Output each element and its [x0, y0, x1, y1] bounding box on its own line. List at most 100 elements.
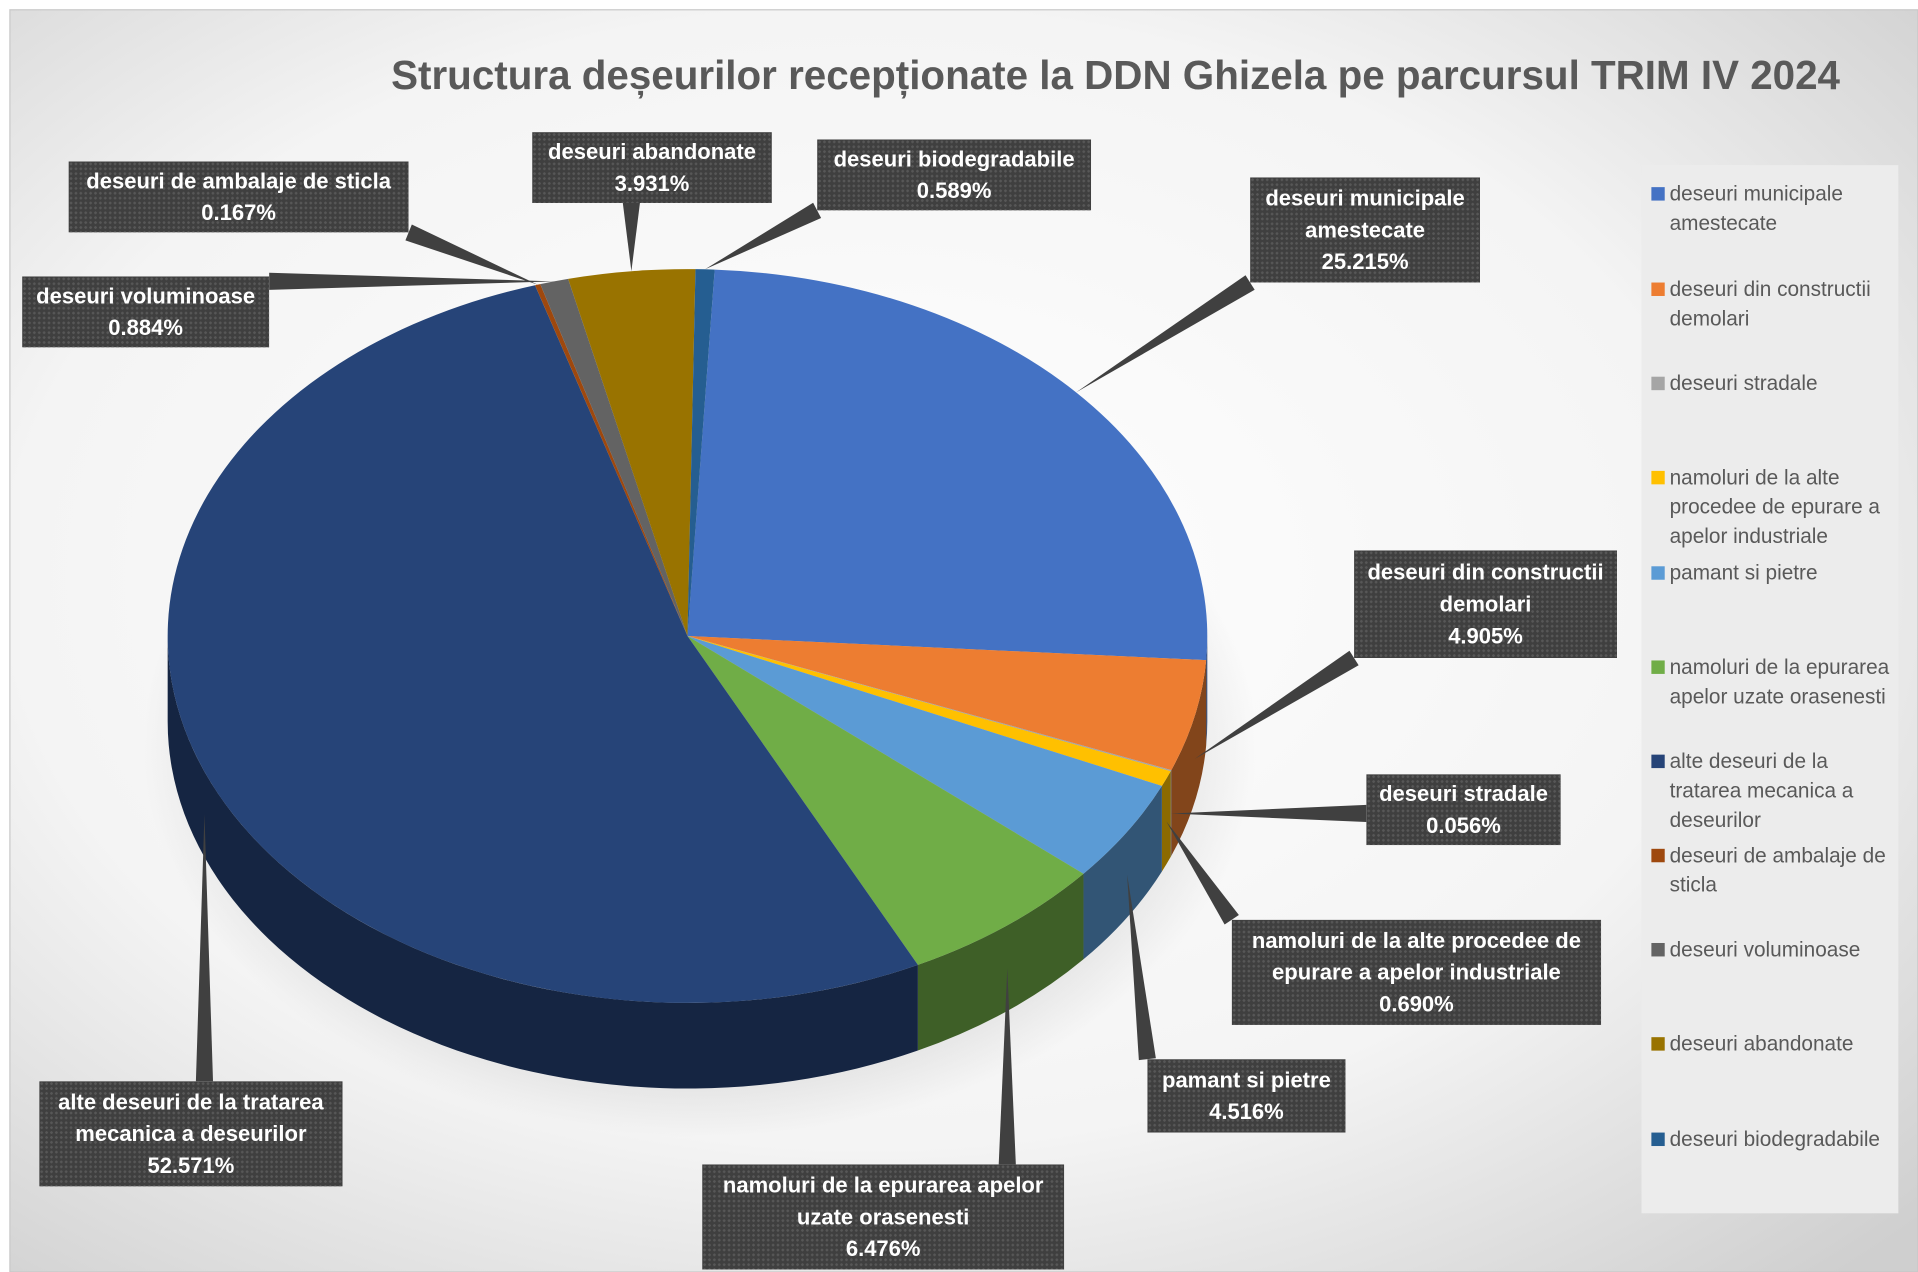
label-value: 25.215%	[1321, 249, 1409, 274]
leader	[998, 968, 1016, 1165]
legend-row: deseuri abandonate	[1651, 1030, 1896, 1059]
label-value: 4.516%	[1209, 1099, 1284, 1125]
legend-entry: deseuri stradale	[1651, 369, 1896, 398]
legend-label: namoluri de la alte procedee de epurare …	[1669, 465, 1881, 548]
label-name: deseuri voluminoase	[36, 283, 256, 309]
legend-label: pamant si pietre	[1669, 561, 1818, 585]
label-name: deseuri din constructii demolari	[1367, 560, 1604, 617]
legend-row: namoluri de la alte procedee de epurare …	[1651, 464, 1896, 552]
legend-entry: pamant si pietre	[1651, 559, 1896, 588]
legend-swatch	[1651, 848, 1665, 863]
legend-row: deseuri voluminoase	[1651, 936, 1896, 965]
legend-panel	[1641, 165, 1899, 1214]
legend-label: deseuri biodegradabile	[1669, 1127, 1881, 1151]
slice-side	[1171, 660, 1207, 856]
legend-label: deseuri din constructii demolari	[1669, 277, 1871, 331]
legend-label: namoluri de la epurarea apelor uzate ora…	[1669, 655, 1890, 709]
label-value: 0.589%	[916, 178, 992, 204]
legend-label: deseuri abandonate	[1669, 1032, 1854, 1056]
legend-entry: deseuri biodegradabile	[1651, 1125, 1896, 1154]
data-label: namoluri de la alte procedee de epurare …	[1231, 919, 1602, 1025]
slice-side	[167, 636, 918, 1089]
legend-swatch	[1651, 282, 1665, 296]
legend-label: deseuri voluminoase	[1669, 938, 1861, 962]
legend-swatch	[1651, 660, 1665, 674]
label-value: 0.167%	[201, 200, 276, 226]
slice-side	[1083, 785, 1162, 960]
label-name: deseuri de ambalaje de sticla	[86, 168, 391, 194]
label-name: deseuri abandonate	[548, 139, 756, 164]
slice-side	[1161, 771, 1171, 872]
legend-entry: alte deseuri de la tratarea mecanica a d…	[1651, 747, 1896, 835]
label-value: 0.884%	[108, 315, 183, 341]
legend-row: deseuri municipale amestecate	[1651, 180, 1896, 239]
legend-entry: deseuri de ambalaje de sticla	[1651, 843, 1886, 897]
label-box: pamant si pietre 4.516%	[1147, 1059, 1346, 1133]
label-box: namoluri de la alte procedee de epurare …	[1231, 919, 1602, 1025]
leader	[195, 814, 214, 1082]
label-value: 3.931%	[614, 171, 690, 196]
data-label: deseuri de ambalaje de sticla 0.167%	[68, 161, 409, 233]
slice	[535, 284, 688, 636]
legend-entry: deseuri abandonate	[1651, 1030, 1896, 1059]
legend-row: pamant si pietre	[1651, 559, 1896, 588]
label-box: deseuri stradale 0.056%	[1366, 774, 1561, 846]
label-box: deseuri abandonate 3.931%	[532, 132, 772, 204]
legend-row: deseuri biodegradabile	[1651, 1125, 1896, 1154]
legend-swatch	[1651, 187, 1665, 201]
legend-entry: namoluri de la epurarea apelor uzate ora…	[1651, 655, 1890, 709]
leader	[1076, 275, 1255, 393]
legend-label: deseuri de ambalaje de sticla	[1669, 843, 1886, 897]
legend-row: alte deseuri de la tratarea mecanica a d…	[1651, 747, 1896, 835]
label-box: alte deseuri de la tratarea mecanica a d…	[39, 1081, 343, 1187]
leader	[705, 202, 822, 270]
legend-swatch	[1651, 376, 1665, 391]
data-label: deseuri stradale 0.056%	[1366, 774, 1561, 846]
label-value: 0.690%	[1379, 991, 1454, 1017]
legend-swatch	[1651, 1132, 1665, 1147]
slice-side	[917, 873, 1084, 1051]
legend-label: deseuri municipale amestecate	[1669, 182, 1843, 235]
legend-label: alte deseuri de la tratarea mecanica a d…	[1669, 749, 1854, 832]
legend-entry: deseuri voluminoase	[1651, 936, 1896, 965]
data-label: deseuri voluminoase 0.884%	[22, 276, 270, 348]
label-name: alte deseuri de la tratarea mecanica a d…	[58, 1089, 324, 1147]
leader	[1127, 874, 1156, 1061]
data-label: alte deseuri de la tratarea mecanica a d…	[39, 1081, 343, 1187]
label-value: 52.571%	[147, 1153, 235, 1178]
slice	[687, 636, 1207, 771]
legend-swatch	[1651, 566, 1665, 580]
label-box: deseuri biodegradabile 0.589%	[817, 139, 1092, 211]
leader	[405, 224, 538, 285]
label-value: 4.905%	[1448, 623, 1523, 649]
label-name: pamant si pietre	[1161, 1067, 1331, 1093]
leader	[1171, 804, 1367, 823]
slice	[167, 285, 918, 1003]
label-box: deseuri voluminoase 0.884%	[22, 276, 270, 348]
leader	[1194, 650, 1359, 759]
label-name: deseuri biodegradabile	[833, 146, 1075, 172]
leader	[622, 203, 640, 272]
slice	[687, 636, 1084, 965]
label-name: deseuri municipale amestecate	[1265, 185, 1465, 243]
slice	[568, 269, 696, 636]
data-label: pamant si pietre 4.516%	[1147, 1059, 1346, 1133]
legend-row: deseuri din constructii demolari	[1651, 275, 1896, 334]
data-label: deseuri municipale amestecate 25.215%	[1250, 177, 1481, 283]
label-box: deseuri din constructii demolari 4.905%	[1354, 550, 1618, 659]
slice	[687, 636, 1162, 874]
slice	[687, 269, 1208, 661]
legend-swatch	[1651, 942, 1665, 957]
leader	[1166, 821, 1239, 925]
legend-entry: deseuri municipale amestecate	[1651, 180, 1896, 239]
slice-side	[1206, 636, 1208, 746]
legend-entry: namoluri de la alte procedee de epurare …	[1651, 464, 1896, 552]
label-value: 6.476%	[845, 1236, 921, 1261]
legend-swatch	[1651, 1037, 1665, 1051]
label-box: deseuri de ambalaje de sticla 0.167%	[68, 161, 409, 233]
data-label: deseuri biodegradabile 0.589%	[817, 139, 1092, 211]
legend-label: deseuri stradale	[1669, 371, 1818, 396]
legend-swatch	[1651, 754, 1665, 769]
legend-row: deseuri stradale	[1651, 369, 1896, 398]
